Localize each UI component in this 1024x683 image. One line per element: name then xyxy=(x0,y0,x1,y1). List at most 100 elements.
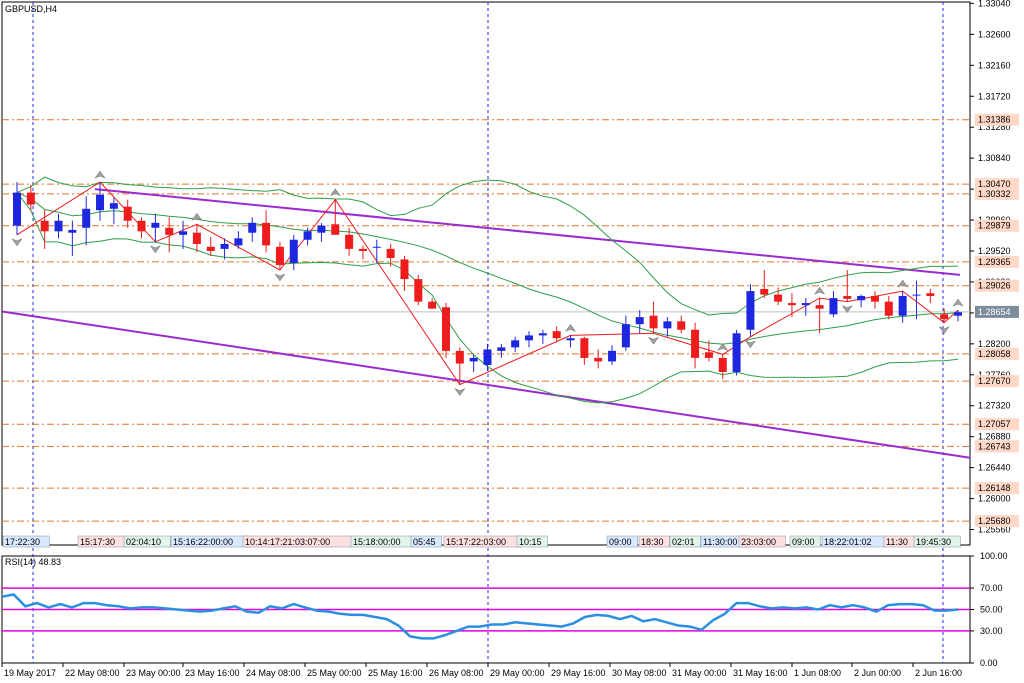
level-price-tag xyxy=(975,219,1019,232)
level-price-tag xyxy=(975,187,1019,200)
candlestick xyxy=(691,322,700,369)
fractal-arrow-icon xyxy=(191,212,203,221)
candle-body xyxy=(386,248,395,259)
candlestick xyxy=(594,349,603,369)
candlestick xyxy=(525,331,534,348)
x-tick-label: 29 May 00:00 xyxy=(490,668,545,678)
candlestick xyxy=(165,217,174,253)
candlestick xyxy=(635,310,644,334)
time-label-box xyxy=(638,535,670,548)
x-tick-label: 25 May 00:00 xyxy=(307,668,362,678)
time-label: 23:03:00 xyxy=(741,537,776,547)
x-tick-label: 23 May 16:00 xyxy=(185,668,240,678)
time-label: 09:00 xyxy=(792,537,815,547)
level-price-tag xyxy=(975,255,1019,268)
level-price-tag xyxy=(975,418,1019,431)
fractal-arrow-icon xyxy=(11,238,23,247)
time-label: 05:45 xyxy=(413,537,436,547)
candle-body xyxy=(954,312,962,316)
candlestick xyxy=(331,199,340,235)
x-tick-label: 31 May 16:00 xyxy=(733,668,788,678)
x-tick-label: 30 May 08:00 xyxy=(612,668,667,678)
candlestick xyxy=(372,239,381,263)
candle-body xyxy=(552,331,561,339)
candle-body xyxy=(815,305,824,309)
candle-body xyxy=(262,222,271,246)
candle-body xyxy=(192,232,201,244)
candle-body xyxy=(165,227,174,235)
candle-body xyxy=(511,340,520,348)
candle-body xyxy=(677,321,686,330)
time-label-box xyxy=(789,535,821,548)
x-tick-label: 2 Jun 00:00 xyxy=(854,668,901,678)
candle-body xyxy=(234,238,243,246)
time-label: 17:22:30 xyxy=(5,537,40,547)
level-price-label: 1.26743 xyxy=(978,441,1011,451)
main-chart-frame xyxy=(1,1,971,546)
fractal-arrow-icon xyxy=(717,342,729,351)
candlestick xyxy=(151,213,160,242)
candle-body xyxy=(829,298,838,315)
fractal-arrow-icon xyxy=(744,340,757,349)
candle-body xyxy=(441,307,450,351)
candlestick xyxy=(580,336,589,365)
candle-body xyxy=(608,350,617,362)
time-label: 09:00 xyxy=(609,537,632,547)
fractal-arrow-icon xyxy=(813,286,826,295)
candle-body xyxy=(857,296,866,301)
candle-body xyxy=(497,347,506,351)
candle-body xyxy=(68,229,77,233)
candlestick xyxy=(220,238,229,260)
current-price-tag xyxy=(975,305,1019,318)
candlestick xyxy=(275,241,284,270)
candlestick xyxy=(912,280,921,320)
candlestick xyxy=(774,287,783,306)
band-upper-line xyxy=(16,176,959,316)
y-tick-label: 1.32160 xyxy=(978,60,1011,70)
time-label-box xyxy=(516,535,548,548)
x-tick-label: 26 May 08:00 xyxy=(429,668,484,678)
candle-body xyxy=(345,234,354,249)
time-label-box xyxy=(2,535,50,548)
candle-body xyxy=(843,296,852,299)
candle-body xyxy=(331,224,340,235)
level-price-label: 1.28058 xyxy=(978,349,1011,359)
level-price-label: 1.27057 xyxy=(978,419,1011,429)
candlestick xyxy=(289,234,298,270)
time-label: 15:18:00:00 xyxy=(353,537,401,547)
candle-body xyxy=(691,329,700,358)
candlestick xyxy=(608,345,617,365)
candle-body xyxy=(940,314,949,320)
candle-body xyxy=(525,335,534,341)
level-price-label: 1.27670 xyxy=(978,376,1011,386)
candlestick xyxy=(441,303,450,358)
candle-body xyxy=(109,203,118,209)
candle-body xyxy=(926,293,935,297)
fractal-arrow-icon xyxy=(647,336,660,345)
candlestick xyxy=(345,227,354,256)
candle-body xyxy=(179,231,188,235)
x-tick-label: 29 May 16:00 xyxy=(551,668,606,678)
chart-title: GBPUSD,H4 xyxy=(5,4,57,14)
time-label: 18:30 xyxy=(641,537,664,547)
x-tick-label: 23 May 00:00 xyxy=(126,668,181,678)
y-tick-label: 1.28200 xyxy=(978,339,1011,349)
rsi-title: RSI(14) 48.83 xyxy=(5,557,61,567)
candlestick xyxy=(68,220,77,256)
band-middle-line xyxy=(16,192,959,345)
time-label-box xyxy=(913,535,961,548)
candle-body xyxy=(649,315,658,329)
y-tick-label: 1.27760 xyxy=(978,370,1011,380)
y-tick-label: 1.32600 xyxy=(978,29,1011,39)
candle-body xyxy=(248,222,257,233)
candle-body xyxy=(621,324,630,348)
candlestick xyxy=(137,217,146,239)
candlestick xyxy=(760,269,769,299)
channel-upper-line xyxy=(94,188,961,276)
candlestick xyxy=(746,284,755,337)
y-tick-label: 1.31720 xyxy=(978,91,1011,101)
fractal-arrow-icon xyxy=(149,245,162,254)
candlestick xyxy=(649,301,658,334)
rsi-tick-label: 30.00 xyxy=(980,626,1003,636)
time-label: 02:01 xyxy=(672,537,695,547)
